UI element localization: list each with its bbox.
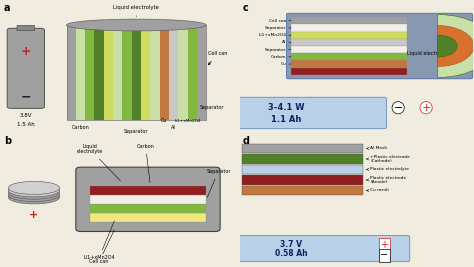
Text: Separator: Separator [124,129,148,134]
Text: +: + [29,210,38,220]
Ellipse shape [9,189,60,202]
Text: Carbon: Carbon [137,144,155,183]
Ellipse shape [66,19,206,31]
Text: −: − [380,250,388,260]
Text: b: b [4,136,11,146]
Bar [197,25,206,120]
Text: −: − [20,91,31,104]
Text: +: + [421,103,431,113]
Text: Separator: Separator [199,105,224,110]
Bar [291,46,408,53]
Text: Separator: Separator [265,26,286,30]
Bar [66,25,206,120]
Text: Plastic electrode
(Anode): Plastic electrode (Anode) [370,176,407,184]
Ellipse shape [9,181,60,194]
Text: Cu mesh: Cu mesh [370,189,389,193]
Text: 1.1 Ah: 1.1 Ah [271,115,301,124]
Bar [291,53,408,60]
Bar [291,17,408,24]
FancyBboxPatch shape [17,25,35,31]
Text: +: + [380,239,388,250]
Bar [141,25,150,120]
Bar [132,25,141,120]
Bar [76,25,85,120]
Text: Al: Al [282,40,286,44]
Text: Liquid
electrolyte: Liquid electrolyte [77,144,120,181]
Bar [169,25,178,120]
Bar [242,154,363,164]
Text: c: c [242,3,248,13]
Bar [291,32,408,39]
Bar [150,25,160,120]
Text: Liquid electrolyte: Liquid electrolyte [113,5,159,16]
Text: Separator: Separator [206,168,231,197]
Bar [242,144,363,153]
Text: +Plastic electrode
(Cathode): +Plastic electrode (Cathode) [370,155,410,163]
Bar [242,164,363,174]
Bar [188,25,197,120]
Text: Cu: Cu [161,118,167,123]
Text: Carbon: Carbon [271,55,286,59]
Text: Liquid electrolyte: Liquid electrolyte [407,51,449,56]
Bar [104,25,113,120]
Text: Plastic electrolyte: Plastic electrolyte [370,167,409,171]
Text: Cell can: Cell can [269,19,286,23]
Bar [122,25,132,120]
Text: 1.5 Ah: 1.5 Ah [17,122,35,127]
Text: Li1+xMn2O4: Li1+xMn2O4 [83,221,115,260]
Text: 3.7 V: 3.7 V [280,240,302,249]
Bar [94,25,104,120]
Text: Cu: Cu [281,62,286,66]
Bar [178,25,188,120]
Text: Li1+xMn2O4: Li1+xMn2O4 [258,33,286,37]
Text: Cell can: Cell can [208,51,227,65]
FancyBboxPatch shape [237,97,386,129]
Text: Separator: Separator [265,48,286,52]
Bar [113,25,122,120]
Ellipse shape [9,191,60,204]
Bar [66,25,76,120]
Ellipse shape [9,186,60,199]
Text: d: d [242,136,249,146]
Text: 3-4.1 W: 3-4.1 W [268,103,305,112]
Wedge shape [438,26,474,66]
Bar [90,213,206,222]
Bar [85,25,94,120]
Text: Li1+xMn2O4: Li1+xMn2O4 [174,119,201,123]
Bar [90,195,206,204]
FancyBboxPatch shape [76,167,220,231]
Text: +: + [20,45,31,58]
Text: −: − [393,103,403,113]
Text: a: a [4,3,10,13]
Bar [90,186,206,195]
Bar [160,25,169,120]
Text: Al: Al [171,125,176,130]
Wedge shape [438,35,457,57]
Text: Carbon: Carbon [72,125,90,130]
Bar [242,175,363,185]
Bar [291,68,408,75]
Ellipse shape [9,184,60,197]
Wedge shape [438,14,474,77]
FancyBboxPatch shape [237,235,410,262]
FancyBboxPatch shape [7,28,45,108]
Text: 3.8V: 3.8V [19,113,32,118]
Text: 0.58 Ah: 0.58 Ah [275,249,308,258]
Bar [291,24,408,32]
Text: Al Mesh: Al Mesh [370,147,387,151]
Bar [242,186,363,195]
Bar [291,39,408,46]
FancyBboxPatch shape [286,13,473,79]
Bar [90,204,206,213]
Text: Cell can: Cell can [90,230,114,264]
Bar [291,60,408,68]
